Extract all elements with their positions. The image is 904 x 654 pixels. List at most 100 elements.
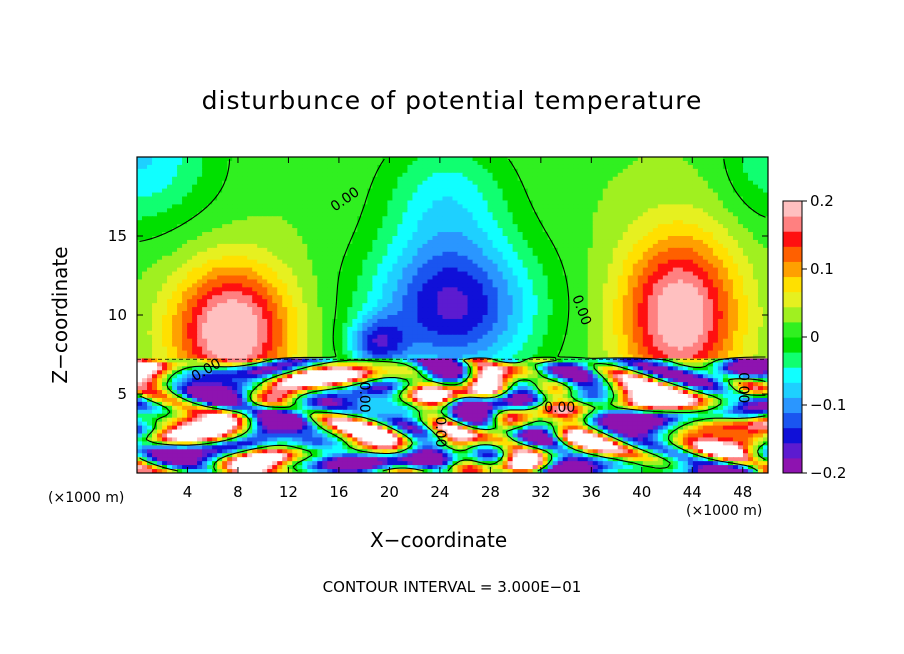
field-cell: [372, 196, 378, 202]
field-cell: [512, 180, 519, 186]
field-cell: [367, 188, 373, 194]
field-cell: [607, 172, 614, 178]
field-cell: [367, 251, 373, 257]
field-cell: [182, 259, 188, 265]
field-cell: [227, 216, 233, 221]
field-cell: [682, 184, 689, 190]
field-cell: [272, 157, 278, 162]
field-cell: [202, 247, 208, 253]
field-cell: [392, 228, 399, 233]
field-cell: [367, 196, 373, 202]
field-cell: [657, 251, 664, 257]
field-cell: [487, 263, 494, 269]
field-cell: [142, 271, 148, 277]
field-cell: [512, 307, 519, 312]
field-cell: [482, 224, 489, 229]
field-cell: [387, 168, 394, 174]
field-cell: [477, 295, 484, 300]
field-cell: [557, 267, 564, 273]
field-cell: [137, 247, 143, 253]
field-cell: [642, 180, 649, 186]
field-cell: [317, 259, 323, 265]
field-cell: [457, 275, 464, 281]
field-cell: [247, 239, 253, 245]
field-cell: [437, 263, 444, 269]
field-cell: [452, 228, 459, 233]
field-cell: [567, 291, 574, 296]
field-cell: [337, 172, 343, 178]
field-cell: [442, 307, 449, 312]
field-cell: [352, 216, 358, 221]
field-cell: [307, 208, 313, 213]
field-cell: [412, 204, 419, 209]
field-cell: [702, 200, 709, 205]
field-cell: [232, 228, 238, 233]
field-cell: [752, 236, 759, 241]
field-cell: [187, 236, 193, 241]
field-cell: [252, 263, 258, 269]
field-cell: [137, 216, 143, 221]
field-cell: [537, 259, 544, 265]
field-cell: [657, 236, 664, 241]
field-cell: [742, 208, 749, 213]
field-cell: [392, 283, 399, 288]
field-cell: [717, 184, 724, 190]
field-cell: [397, 232, 404, 237]
field-cell: [597, 283, 604, 288]
field-cell: [462, 232, 469, 237]
field-cell: [267, 311, 273, 316]
field-cell: [327, 243, 333, 249]
field-cell: [392, 255, 399, 261]
field-cell: [347, 291, 353, 296]
field-cell: [212, 212, 218, 217]
field-cell: [307, 164, 313, 170]
field-cell: [597, 196, 604, 202]
field-cell: [602, 291, 609, 296]
field-cell: [372, 188, 378, 194]
field-cell: [342, 243, 348, 249]
field-cell: [627, 275, 634, 281]
field-cell: [622, 307, 629, 312]
field-cell: [437, 224, 444, 229]
field-cell: [622, 263, 629, 269]
field-cell: [257, 168, 263, 174]
field-cell: [142, 307, 148, 312]
field-cell: [197, 236, 203, 241]
field-cell: [752, 220, 759, 225]
field-cell: [267, 160, 273, 166]
field-cell: [742, 164, 749, 170]
field-cell: [502, 275, 509, 281]
field-cell: [412, 303, 419, 308]
field-cell: [707, 263, 714, 269]
field-cell: [577, 287, 584, 292]
field-cell: [417, 168, 424, 174]
field-cell: [207, 236, 213, 241]
field-cell: [487, 287, 494, 292]
field-cell: [182, 180, 188, 186]
field-cell: [667, 208, 674, 213]
field-cell: [717, 279, 724, 284]
field-cell: [227, 224, 233, 229]
field-cell: [717, 216, 724, 221]
field-cell: [502, 255, 509, 261]
field-cell: [717, 160, 724, 166]
field-cell: [217, 208, 223, 213]
field-cell: [742, 204, 749, 209]
field-cell: [277, 192, 283, 198]
field-cell: [672, 239, 679, 245]
field-cell: [637, 224, 644, 229]
field-cell: [162, 236, 168, 241]
field-cell: [162, 232, 168, 237]
field-cell: [232, 172, 238, 178]
field-cell: [407, 168, 414, 174]
field-cell: [427, 180, 434, 186]
field-cell: [172, 255, 178, 261]
field-cell: [612, 259, 619, 265]
field-cell: [162, 228, 168, 233]
field-cell: [407, 157, 414, 162]
field-cell: [267, 299, 273, 304]
field-cell: [752, 200, 759, 205]
field-cell: [612, 287, 619, 292]
field-cell: [377, 279, 383, 284]
field-cell: [502, 291, 509, 296]
